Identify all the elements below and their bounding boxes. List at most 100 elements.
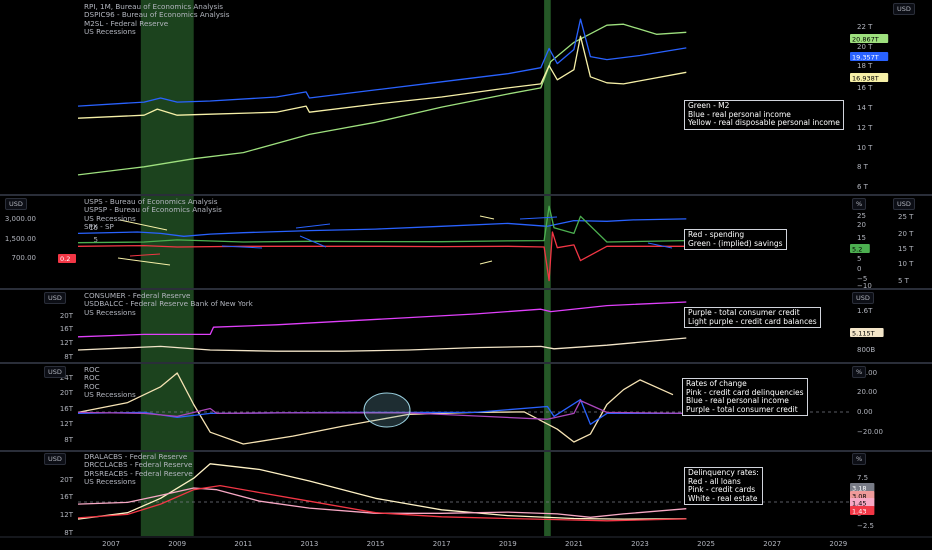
legend-entry[interactable]: RPI, 1M, Bureau of Economics Analysis bbox=[84, 2, 223, 11]
pane-4-legend: ROC ROC ROC US Recessions bbox=[84, 365, 136, 399]
legend-entry[interactable]: US Recessions bbox=[84, 389, 136, 399]
y-tick-label: 1.6T bbox=[857, 307, 873, 315]
price-label: 1.43 bbox=[852, 508, 866, 516]
legend-entry[interactable]: USPSP - Bureau of Economics Analysis bbox=[84, 205, 222, 215]
annotation-line: Blue - real personal income bbox=[686, 396, 789, 406]
currency-unit-badge[interactable]: USD bbox=[893, 198, 915, 210]
highlight-circle bbox=[363, 392, 411, 428]
y-tick-label: 5 bbox=[857, 255, 861, 263]
series-line bbox=[77, 484, 687, 522]
trend-line bbox=[295, 223, 331, 229]
y-tick-label: 5 bbox=[94, 236, 98, 244]
percent-unit-badge[interactable]: % bbox=[852, 366, 867, 378]
legend-entry[interactable]: SPX - SP bbox=[84, 221, 114, 231]
annotation-box-1: Green - M2 Blue - real personal income Y… bbox=[684, 100, 844, 130]
price-label: 20.867T bbox=[852, 36, 879, 44]
trend-line bbox=[479, 260, 493, 265]
x-tick-label: 2013 bbox=[300, 540, 318, 548]
y-tick-label: 25 bbox=[857, 212, 866, 220]
legend-entry[interactable]: DRSREACBS - Federal Reserve bbox=[84, 468, 193, 478]
legend-entry[interactable]: M2SL - Federal Reserve bbox=[84, 18, 169, 28]
y-tick-label: 15 bbox=[857, 234, 866, 242]
legend-entry[interactable]: US Recessions bbox=[84, 26, 136, 36]
y-tick-label: 10 bbox=[89, 224, 98, 232]
annotation-line: Rates of change bbox=[686, 379, 747, 388]
annotation-line: Green - M2 bbox=[688, 101, 730, 110]
pane-5-legend: DRALACBS - Federal Reserve DRCCLACBS - F… bbox=[84, 452, 193, 486]
trend-line bbox=[479, 215, 495, 220]
legend-entry[interactable]: US Recessions bbox=[84, 213, 136, 223]
y-tick-label: 8T bbox=[64, 529, 73, 537]
price-label-bg bbox=[850, 244, 870, 253]
legend-entry[interactable]: ROC bbox=[84, 365, 100, 374]
x-tick-label: 2027 bbox=[763, 540, 781, 548]
legend-entry[interactable]: ROC bbox=[84, 373, 100, 383]
y-tick-label: 20 bbox=[857, 221, 866, 229]
y-tick-label: 5 T bbox=[898, 277, 910, 285]
y-tick-label: 10 T bbox=[898, 260, 914, 268]
currency-unit-badge[interactable]: USD bbox=[893, 3, 915, 15]
price-label: 19.357T bbox=[852, 54, 879, 62]
annotation-line: Pink - credit cards bbox=[688, 485, 756, 495]
currency-unit-badge[interactable]: USD bbox=[852, 292, 874, 304]
legend-entry[interactable]: ROC bbox=[84, 381, 100, 391]
legend-entry[interactable]: US Recessions bbox=[84, 476, 136, 486]
annotation-line: Delinquency rates: bbox=[688, 468, 759, 477]
legend-entry[interactable]: DRALACBS - Federal Reserve bbox=[84, 452, 188, 461]
y-tick-label: 7.5 bbox=[857, 474, 868, 482]
trend-line bbox=[221, 245, 263, 249]
currency-unit-badge[interactable]: USD bbox=[5, 198, 27, 210]
y-tick-label: 10 T bbox=[857, 144, 873, 152]
price-label-bg bbox=[850, 498, 875, 507]
annotation-line: Red - all loans bbox=[688, 476, 741, 486]
series-line bbox=[77, 463, 687, 520]
trend-line bbox=[299, 235, 327, 248]
x-tick-label: 2007 bbox=[102, 540, 120, 548]
annotation-line: Yellow - real disposable personal income bbox=[688, 118, 840, 128]
pane-2-legend: USPS - Bureau of Economics Analysis USPS… bbox=[84, 197, 222, 231]
price-label: 5.2 bbox=[852, 246, 862, 254]
annotation-line: Blue - real personal income bbox=[688, 109, 791, 119]
currency-unit-badge[interactable]: USD bbox=[44, 292, 66, 304]
pane-1-legend: RPI, 1M, Bureau of Economics Analysis DS… bbox=[84, 2, 230, 36]
price-label: 3.18 bbox=[852, 485, 866, 493]
price-label-bg bbox=[850, 483, 875, 492]
currency-unit-badge[interactable]: USD bbox=[44, 453, 66, 465]
price-label: 0.2 bbox=[60, 255, 70, 263]
y-tick-label: 20.00 bbox=[857, 388, 877, 396]
y-tick-label: 20T bbox=[60, 476, 74, 484]
recession-band bbox=[140, 0, 194, 536]
y-tick-label: 8T bbox=[64, 436, 73, 444]
price-label-bg bbox=[850, 328, 884, 337]
price-label-bg bbox=[850, 34, 889, 43]
price-label-bg bbox=[850, 52, 889, 61]
y-tick-label: 12T bbox=[60, 420, 74, 428]
legend-entry[interactable]: DSPIC96 - Bureau of Economics Analysis bbox=[84, 10, 230, 20]
percent-unit-badge[interactable]: % bbox=[852, 453, 867, 465]
series-line bbox=[77, 372, 674, 445]
x-tick-label: 2015 bbox=[367, 540, 385, 548]
annotation-line: Pink - credit card delinquencies bbox=[686, 387, 804, 397]
currency-unit-badge[interactable]: USD bbox=[44, 366, 66, 378]
y-tick-label: 20T bbox=[60, 312, 74, 320]
y-tick-label: 20 T bbox=[898, 230, 914, 238]
y-tick-label: 12 T bbox=[857, 124, 873, 132]
x-tick-label: 2009 bbox=[168, 540, 186, 548]
trend-line bbox=[117, 257, 171, 266]
legend-entry[interactable]: US Recessions bbox=[84, 307, 136, 317]
series-line bbox=[77, 301, 687, 338]
annotation-box-4: Rates of change Pink - credit card delin… bbox=[682, 378, 808, 417]
y-tick-label: 12T bbox=[60, 511, 74, 519]
y-tick-label: −10 bbox=[857, 282, 872, 290]
price-label-bg bbox=[58, 254, 76, 263]
legend-entry[interactable]: DRCCLACBS - Federal Reserve bbox=[84, 460, 193, 470]
percent-unit-badge[interactable]: % bbox=[852, 198, 867, 210]
legend-entry[interactable]: USDBALCC - Federal Reserve Bank of New Y… bbox=[84, 299, 253, 309]
legend-entry[interactable]: CONSUMER - Federal Reserve bbox=[84, 291, 191, 300]
price-label-bg bbox=[850, 506, 875, 515]
y-tick-label: −2.5 bbox=[857, 522, 874, 530]
legend-entry[interactable]: USPS - Bureau of Economics Analysis bbox=[84, 197, 218, 206]
y-tick-label: 12T bbox=[60, 339, 74, 347]
